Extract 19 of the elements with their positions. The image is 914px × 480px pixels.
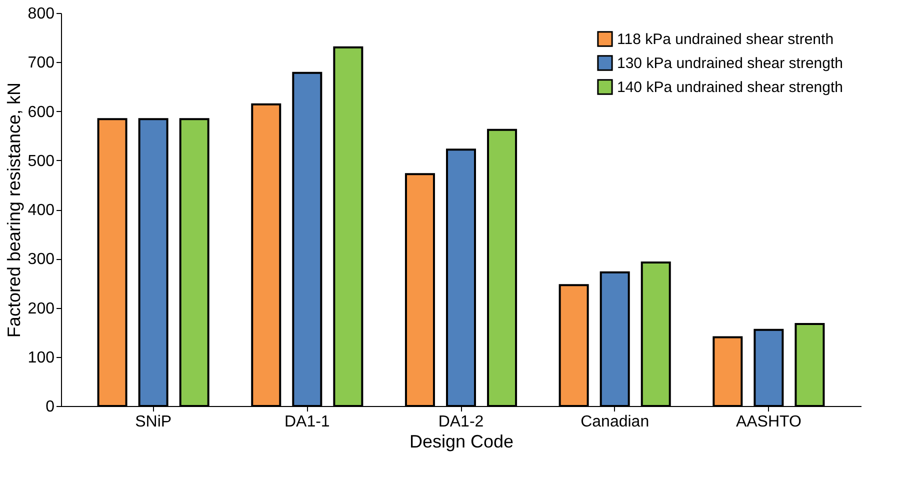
x-tick-label: DA1-1 <box>284 414 330 430</box>
x-tick-label: AASHTO <box>736 414 802 430</box>
y-tick-label: 300 <box>28 251 55 268</box>
y-tick-label: 700 <box>28 54 55 72</box>
y-tick-label: 400 <box>28 202 55 219</box>
y-tick-label: 800 <box>28 6 55 22</box>
x-axis-title: Design Code <box>409 432 514 452</box>
y-axis-title: Factored bearing resistance, kN <box>4 82 24 338</box>
x-tick-label: SNiP <box>135 414 172 430</box>
y-tick-label: 100 <box>28 349 55 366</box>
y-tick-label: 0 <box>46 398 55 416</box>
legend-label: 130 kPa undrained shear strength <box>617 55 843 72</box>
x-tick-label: DA1-2 <box>438 414 484 430</box>
legend-label: 140 kPa undrained shear strength <box>617 79 843 96</box>
y-tick-label: 600 <box>28 104 55 121</box>
x-tick-label: Canadian <box>580 414 650 430</box>
y-tick-label: 500 <box>28 152 55 170</box>
y-tick-label: 200 <box>28 300 55 318</box>
legend-label: 118 kPa undrained shear strenth <box>617 31 834 48</box>
